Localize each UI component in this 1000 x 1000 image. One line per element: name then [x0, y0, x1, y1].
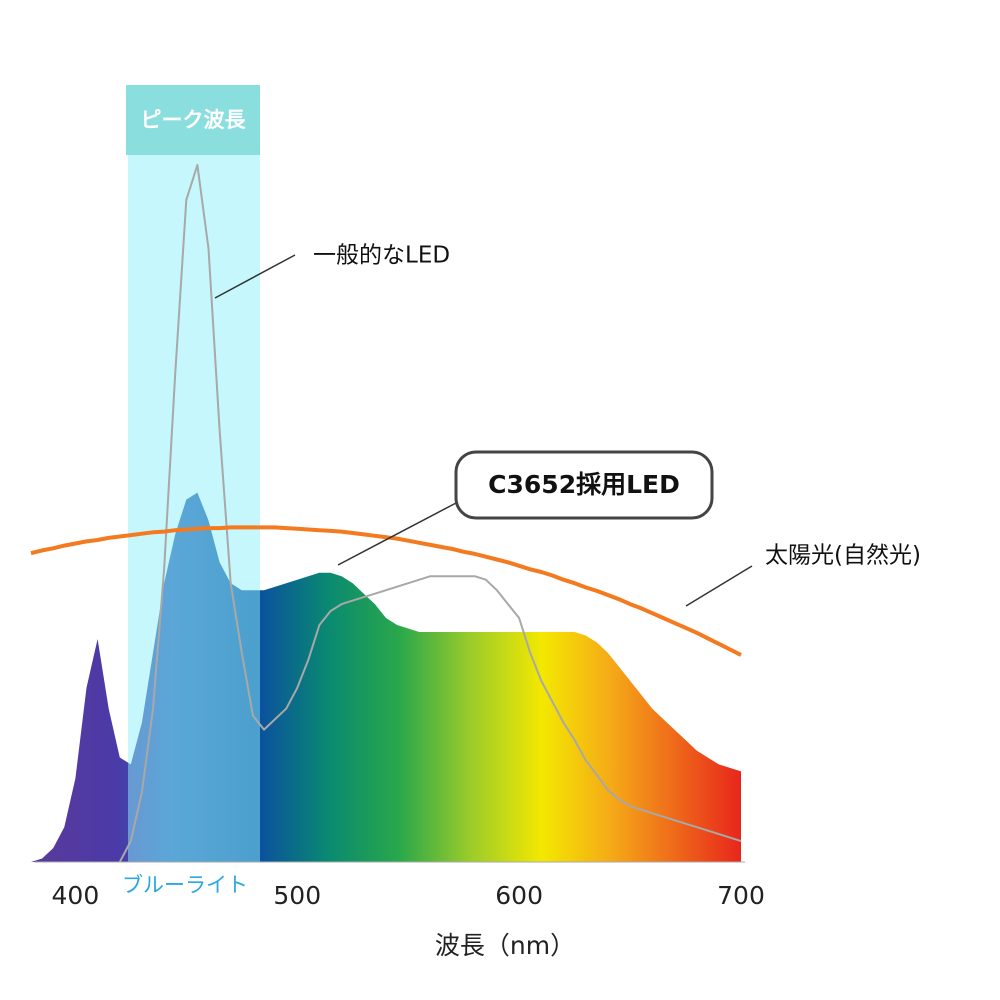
line-layer: [30, 164, 742, 863]
blue-light-label: ブルーライト: [122, 873, 248, 897]
c3652-label-box: [454, 450, 714, 520]
peak-label: ピーク波長: [141, 108, 247, 132]
peak-label-box: [126, 85, 260, 155]
spectrum-line: [118, 164, 742, 863]
sunlight-label: 太陽光(自然光): [765, 543, 921, 569]
x-axis-title: 波長（nm）: [435, 931, 575, 960]
callout-line: [337, 502, 457, 566]
general-led-label: 一般的なLED: [313, 243, 450, 269]
x-tick-label: 700: [717, 881, 765, 910]
c3652-label: C3652採用LED: [488, 470, 680, 499]
callout-line: [214, 254, 296, 299]
spectrum-line: [30, 525, 742, 657]
x-tick-label: 500: [273, 881, 321, 910]
tick-layer: 400 500 600 700: [52, 881, 765, 910]
callout-line: [685, 565, 753, 607]
x-tick-label: 400: [52, 881, 100, 910]
x-tick-label: 600: [495, 881, 543, 910]
